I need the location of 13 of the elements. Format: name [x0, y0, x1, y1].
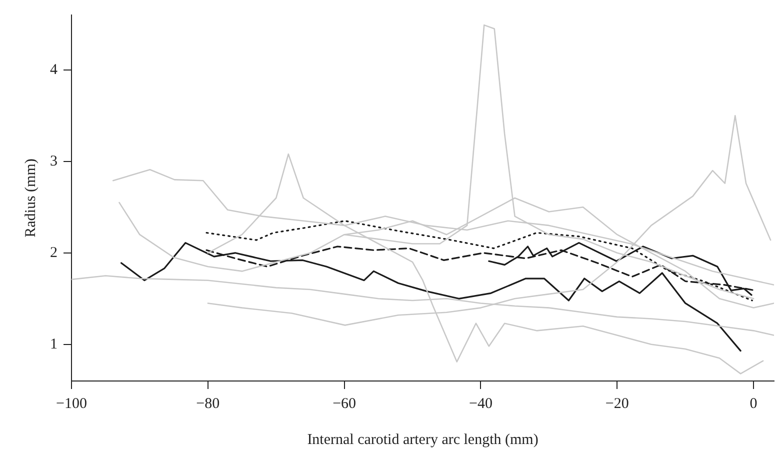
y-tick-label: 4 — [50, 62, 58, 78]
line-series — [206, 220, 753, 302]
x-tick-label: −20 — [605, 396, 629, 412]
y-axis-title: Radius (mm) — [22, 158, 39, 238]
x-tick-label: 0 — [750, 396, 758, 412]
x-tick-label: −80 — [196, 396, 220, 412]
x-tick-label: −40 — [468, 396, 492, 412]
y-tick-label: 1 — [50, 336, 58, 352]
y-tick-label: 2 — [50, 244, 58, 261]
x-tick-label: −100 — [56, 396, 87, 412]
y-tick-label: 3 — [50, 153, 58, 170]
x-tick-label: −60 — [332, 396, 356, 412]
x-axis-title: Internal carotid artery arc length (mm) — [307, 432, 538, 448]
